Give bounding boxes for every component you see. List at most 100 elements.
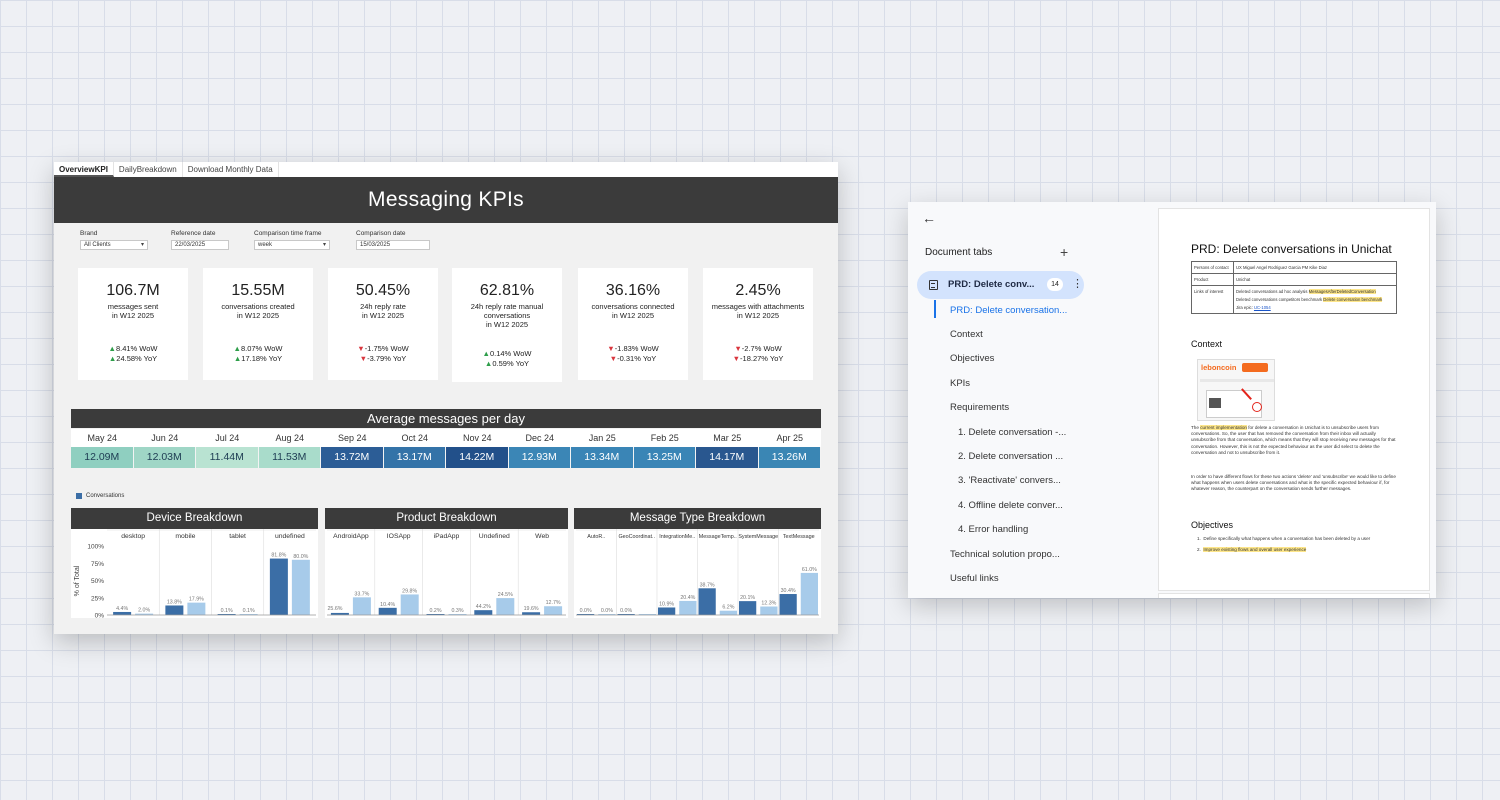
bar-previous xyxy=(719,610,737,615)
kpi-deltas: ▲0.14% WoW ▲0.59% YoY xyxy=(452,349,562,369)
bar-previous xyxy=(638,614,656,615)
bar-data-label: 6.2% xyxy=(722,605,734,611)
category-label: TextMessage xyxy=(783,534,815,540)
tab-overview-kpi[interactable]: OverviewKPI xyxy=(54,162,114,177)
tab-download-monthly-data[interactable]: Download Monthly Data xyxy=(183,162,279,177)
reference-date-input[interactable]: 22/03/2025 xyxy=(171,240,229,250)
comparison-date-value: 15/03/2025 xyxy=(360,242,391,248)
tab-count-badge: 14 xyxy=(1047,278,1063,291)
device-breakdown-chart: % of Total 100% 75% 50% 25% 0% desktop 4.4% 2.0%… xyxy=(74,529,316,618)
bar-data-label: 4.4% xyxy=(116,606,128,612)
bar-current xyxy=(522,612,541,615)
dashboard-title: Messaging KPIs xyxy=(54,177,838,223)
bar-previous xyxy=(448,614,467,615)
bar-current xyxy=(658,607,676,615)
outline-item[interactable]: Objectives xyxy=(950,353,995,364)
outline-item[interactable]: PRD: Delete conversation... xyxy=(950,305,1068,316)
bar-data-label: 20.4% xyxy=(680,595,695,601)
bar-data-label: 30.4% xyxy=(781,588,796,594)
category-label: MessageTemp.. xyxy=(699,534,737,540)
category-label: AndroidApp xyxy=(333,533,369,540)
avg-month-label: Mar 25 xyxy=(713,433,742,443)
kpi-value: 106.7M xyxy=(106,282,160,299)
bar-data-label: 2.0% xyxy=(138,608,150,614)
bar-previous xyxy=(544,606,563,615)
bar-data-label: 38.7% xyxy=(700,582,715,588)
avg-month-label: Aug 24 xyxy=(275,433,305,443)
bar-data-label: 0.1% xyxy=(243,608,255,614)
kpi-delta-text: -1.83% WoW xyxy=(614,344,659,353)
triangle-up-icon: ▲ xyxy=(108,354,117,363)
bar-current xyxy=(577,614,595,615)
add-tab-icon[interactable]: + xyxy=(1060,244,1069,260)
bar-previous xyxy=(496,598,515,615)
kpi-delta-text: 0.59% YoY xyxy=(492,359,530,368)
triangle-up-icon: ▲ xyxy=(233,344,241,353)
kpi-description: 24h reply rate in W12 2025 xyxy=(360,302,406,320)
tab-prd-delete-conversations[interactable]: PRD: Delete conv... 14 ⋮ xyxy=(917,271,1084,299)
bar-current xyxy=(779,594,797,615)
outline-item[interactable]: Requirements xyxy=(950,402,1010,413)
outline-item[interactable]: Technical solution propo... xyxy=(950,549,1060,560)
objective-item: 2. Improve existing flows and overall us… xyxy=(1197,547,1307,552)
kpi-card: 62.81% 24h reply rate manual conversations… xyxy=(452,268,562,382)
bar-data-label: 0.0% xyxy=(601,608,613,614)
brand-select[interactable]: All Clients ▾ xyxy=(80,240,148,250)
links-label: Links of interest xyxy=(1191,285,1234,314)
triangle-up-icon: ▲ xyxy=(233,354,242,363)
outline-item[interactable]: 4. Offline delete conver... xyxy=(958,500,1063,511)
kpi-delta-text: 24.58% YoY xyxy=(116,354,158,363)
outline-item[interactable]: 2. Delete conversation ... xyxy=(958,451,1064,462)
kpi-delta-text: -1.75% WoW xyxy=(364,344,409,353)
arrow-left-icon[interactable]: ← xyxy=(922,210,936,226)
bar-data-label: 17.9% xyxy=(189,597,204,603)
outline-item[interactable]: Useful links xyxy=(950,573,999,584)
avg-month-value: 11.44M xyxy=(196,447,259,468)
bar-data-label: 12.7% xyxy=(546,600,561,606)
product-breakdown-title: Product Breakdown xyxy=(325,508,568,529)
avg-month-label: Jan 25 xyxy=(588,433,616,443)
bar-data-label: 29.8% xyxy=(402,588,417,594)
outline-item[interactable]: Context xyxy=(950,329,983,340)
kpi-card: 50.45% 24h reply rate in W12 2025 ▼-1.75% W… xyxy=(328,268,438,380)
outline-item[interactable]: KPIs xyxy=(950,378,971,389)
kpi-deltas: ▲8.07% WoW ▲17.18% YoY xyxy=(203,344,313,364)
objective-item: 1. Define specifically what happens when… xyxy=(1197,536,1371,541)
links-line-2: Deleted conversations competitors benchm… xyxy=(1236,297,1323,302)
avg-month-value: 14.17M xyxy=(696,447,759,468)
category-label: mobile xyxy=(175,533,195,540)
comparison-time-frame-select[interactable]: week ▾ xyxy=(254,240,330,250)
triangle-down-icon: ▼ xyxy=(359,354,368,363)
dashboard-window: OverviewKPI DailyBreakdown Download Mont… xyxy=(54,162,838,634)
outline-item[interactable]: 3. 'Reactivate' convers... xyxy=(958,475,1061,486)
links-chip-2[interactable]: Delete conversation benchmark xyxy=(1323,297,1383,302)
product-breakdown-chart: AndroidApp 33.7% IOSApp 10.4% 29.8% iPadApp 0.… xyxy=(327,529,566,616)
kpi-description: messages sent in W12 2025 xyxy=(107,302,159,320)
links-chip-1[interactable]: MessagesAfterDeletedConversation xyxy=(1308,289,1376,294)
jira-link[interactable]: UC-1054 xyxy=(1253,305,1271,310)
y-tick-label: 50% xyxy=(91,578,104,585)
kpi-delta-text: 17.18% YoY xyxy=(241,354,283,363)
context-p1-start: The xyxy=(1191,425,1201,430)
tab-daily-breakdown[interactable]: DailyBreakdown xyxy=(114,162,183,177)
avg-values-row: 12.09M 12.03M 11.44M 11.53M 13.72M 13.17M 14.2… xyxy=(71,447,821,468)
more-options-icon[interactable]: ⋮ xyxy=(1072,278,1083,290)
bar-previous xyxy=(598,614,616,615)
document-title: PRD: Delete conversations in Unichat xyxy=(1191,242,1392,256)
category-label: undefined xyxy=(275,533,305,540)
bar-current xyxy=(330,612,349,615)
avg-messages-title: Average messages per day xyxy=(71,409,821,428)
kpi-description: conversations connected in W12 2025 xyxy=(591,302,675,320)
context-p1-highlight: current implementation xyxy=(1200,425,1247,430)
document-tabs-heading: Document tabs xyxy=(925,247,993,258)
triangle-up-icon: ▲ xyxy=(482,349,490,358)
message-type-breakdown-title: Message Type Breakdown xyxy=(574,508,821,529)
kpi-value: 62.81% xyxy=(479,282,535,299)
kpi-delta-text: -18.27% YoY xyxy=(740,354,784,363)
bar-data-label: 13.8% xyxy=(167,599,182,605)
outline-item[interactable]: 4. Error handling xyxy=(958,524,1029,535)
outline-item[interactable]: 1. Delete conversation -... xyxy=(958,427,1067,438)
comparison-date-input[interactable]: 15/03/2025 xyxy=(356,240,430,250)
y-tick-label: 100% xyxy=(87,544,104,551)
filter-reference-date: Reference date 22/03/2025 xyxy=(171,230,229,250)
